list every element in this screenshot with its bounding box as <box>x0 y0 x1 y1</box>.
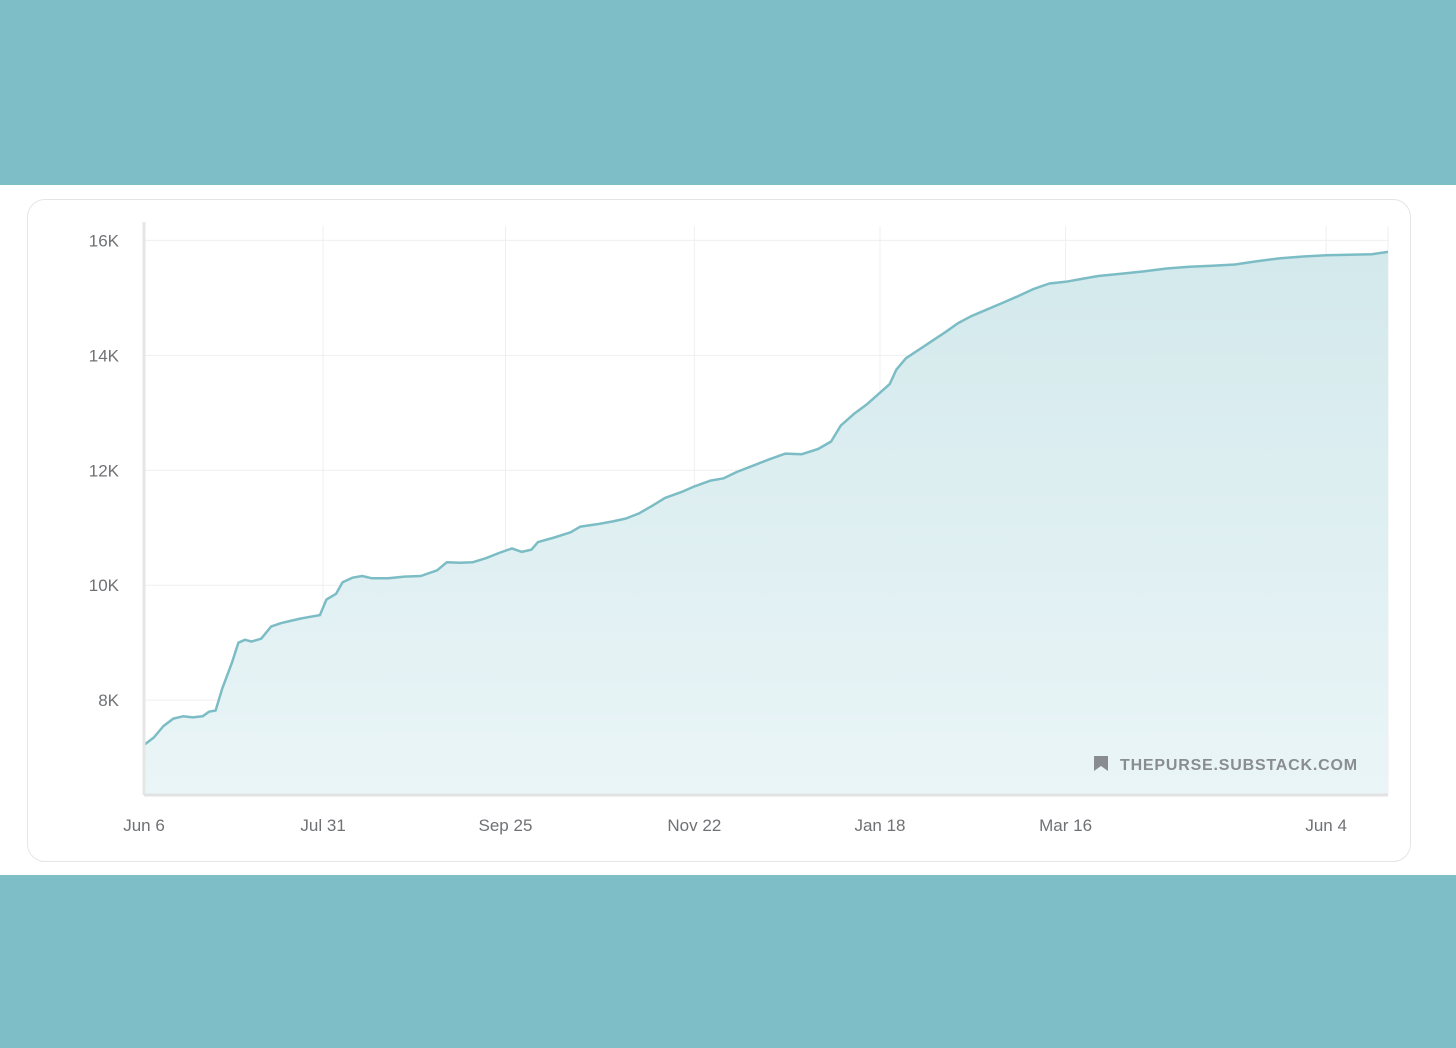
axes <box>142 222 1388 797</box>
y-tick-label-16K: 16K <box>89 231 120 250</box>
bottom-background-band <box>0 875 1456 1048</box>
series-area-fill <box>144 251 1388 795</box>
top-background-band <box>0 0 1456 185</box>
chart-card: 8K 10K 12K 14K 16K Jun 6 Jul 31 Sep 25 Nov 22 Jan… <box>27 199 1411 862</box>
bookmark-icon <box>1094 756 1108 771</box>
watermark-text: THEPURSE.SUBSTACK.COM <box>1120 757 1358 774</box>
x-tick-label-6: Jun 4 <box>1305 816 1347 835</box>
y-tick-label-10K: 10K <box>89 576 120 595</box>
tick-labels: 8K 10K 12K 14K 16K Jun 6 Jul 31 Sep 25 Nov 22 Jan… <box>89 231 1347 835</box>
area-layer <box>143 250 1389 795</box>
x-tick-label-1: Jul 31 <box>300 816 345 835</box>
x-tick-label-3: Nov 22 <box>667 816 721 835</box>
y-tick-label-14K: 14K <box>89 346 120 365</box>
watermark: THEPURSE.SUBSTACK.COM <box>1094 756 1358 774</box>
x-tick-label-2: Sep 25 <box>479 816 533 835</box>
y-tick-label-8K: 8K <box>98 691 119 710</box>
y-tick-label-12K: 12K <box>89 461 120 480</box>
x-tick-label-0: Jun 6 <box>123 816 165 835</box>
subscriber-growth-chart: 8K 10K 12K 14K 16K Jun 6 Jul 31 Sep 25 Nov 22 Jan… <box>89 222 1389 835</box>
x-tick-label-4: Jan 18 <box>854 816 905 835</box>
x-tick-label-5: Mar 16 <box>1039 816 1092 835</box>
